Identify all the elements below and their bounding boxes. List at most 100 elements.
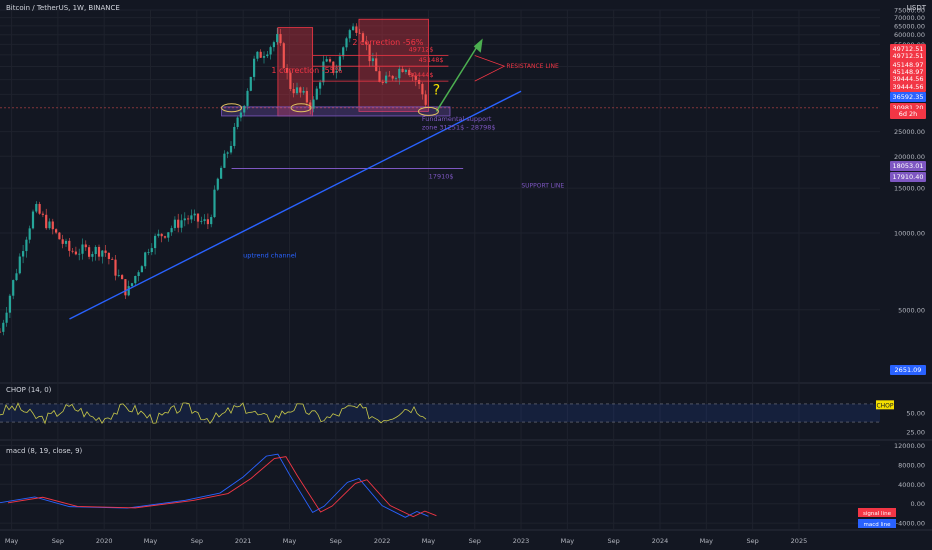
price-tick-label: 15000.00 (894, 185, 925, 193)
support-touch-ellipse (417, 106, 439, 116)
price-tag: 2651.09 (890, 365, 926, 375)
candle-body (157, 233, 160, 236)
price-tag: 49712.51 (890, 44, 926, 55)
candle-body (74, 251, 77, 255)
annotation-correction-2: 2 correction -56% (352, 38, 423, 47)
candle-body (421, 83, 424, 95)
candle-body (361, 33, 365, 43)
candle-body (177, 219, 180, 228)
chop-band (0, 403, 880, 423)
price-tick-label: 60000.00 (894, 31, 925, 39)
price-tick-label: 25000.00 (894, 128, 925, 136)
candle-body (78, 253, 81, 255)
price-tick-label: 65000.00 (894, 22, 925, 30)
candle-body (124, 279, 127, 296)
price-tag: 6d 2h (890, 109, 926, 120)
candle-body (206, 219, 209, 225)
price-tag: 45148.97 (890, 66, 926, 77)
candle-body (91, 254, 94, 257)
candle-body (286, 67, 289, 73)
annotation-resistance-mid: 45148$ (419, 56, 444, 64)
signal-legend-label: signal line (863, 511, 892, 517)
candle-body (200, 220, 203, 222)
candle-body (315, 88, 318, 100)
candle-body (249, 76, 252, 91)
candle-body (229, 145, 233, 153)
candle-body (55, 229, 58, 233)
candle-body (101, 250, 104, 257)
symbol-title: Bitcoin / TetherUS, 1W, BINANCE (6, 4, 120, 12)
candle-body (58, 232, 61, 240)
candle-body (130, 283, 134, 287)
candle-body (352, 26, 355, 31)
time-tick-label: 2022 (374, 537, 391, 545)
candle-body (25, 239, 28, 252)
candle-body (378, 71, 381, 82)
candle-body (170, 228, 173, 233)
annotation-support-value: 17910$ (429, 173, 454, 181)
candle-body (394, 78, 398, 80)
candle-body (335, 70, 338, 73)
candle-body (358, 32, 361, 34)
price-tick-label: 5000.00 (898, 306, 925, 314)
candle-body (196, 213, 200, 222)
time-tick-label: May (5, 537, 19, 545)
support-zone-box (221, 106, 451, 117)
projection-arrowhead (473, 38, 483, 53)
candle-body (134, 275, 137, 284)
candle-body (117, 275, 120, 276)
candle-body (213, 189, 216, 218)
candle-body (272, 42, 275, 48)
candle-body (236, 117, 239, 127)
chop-title: CHOP (14, 0) (6, 386, 52, 394)
annotation-resistance-top: 49712$ (409, 46, 434, 54)
candle-body (259, 51, 262, 58)
candle-body (401, 68, 404, 73)
candle-body (233, 126, 236, 146)
annotation-resistance-line: RESISTANCE LINE (506, 63, 559, 70)
candle-body (424, 94, 427, 105)
candle-body (338, 56, 341, 71)
candle-body (408, 69, 411, 76)
support-touch-ellipse (290, 103, 312, 113)
time-tick-label: Sep (608, 537, 620, 545)
currency-label[interactable]: USDT (906, 4, 926, 12)
time-tick-label: Sep (191, 537, 203, 545)
candle-body (150, 248, 153, 253)
candle-body (289, 72, 292, 90)
candle-body (114, 259, 117, 276)
signal-legend-bg (858, 508, 896, 517)
candle-body (385, 75, 388, 83)
candle-body (256, 51, 259, 59)
candle-body (71, 250, 74, 252)
chop-series-line (0, 402, 427, 425)
annotation-uptrend: uptrend channel (243, 252, 297, 260)
candle-body (332, 61, 335, 73)
candle-body (411, 75, 414, 76)
candle-body (355, 26, 358, 33)
time-tick-label: May (422, 537, 436, 545)
candle-body (154, 235, 157, 249)
candle-body (8, 295, 11, 313)
price-tick-label: 75000.00 (894, 7, 925, 15)
candle-body (45, 214, 48, 229)
candle-body (220, 167, 223, 179)
annotation-support-zone-2: zone 31251$ - 28798$ (422, 123, 496, 131)
support-touch-ellipse (221, 103, 243, 113)
candle-body (348, 30, 351, 39)
candle-body (163, 236, 167, 238)
candle-body (418, 79, 421, 84)
candle-body (239, 112, 242, 118)
candle-body (48, 221, 51, 229)
candle-body (322, 61, 325, 83)
candle-body (325, 59, 328, 62)
candle-body (404, 69, 407, 73)
candle-body (253, 58, 256, 77)
candle-body (35, 203, 38, 212)
candle-body (391, 75, 394, 79)
candle-body (279, 34, 282, 44)
candle-body (302, 90, 305, 93)
